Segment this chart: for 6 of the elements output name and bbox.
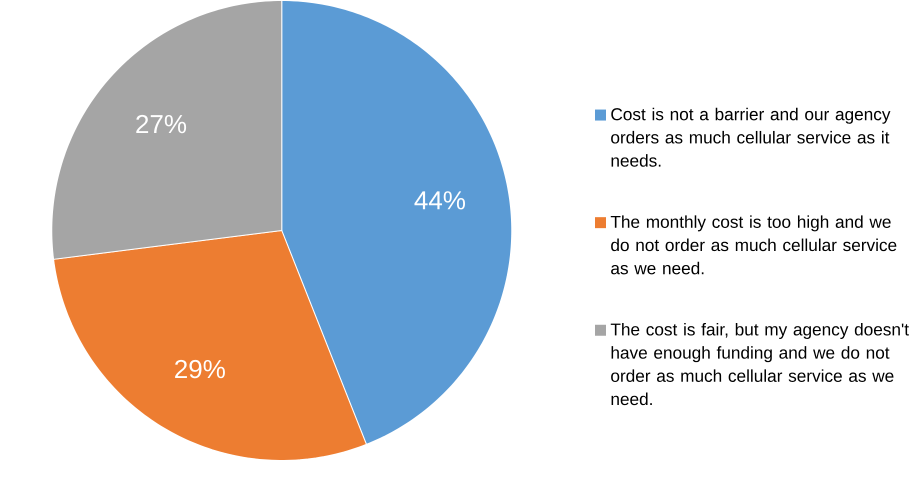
legend-label: The monthly cost is too high and we do not order as much cellular service as we need. bbox=[610, 216, 896, 275]
data-label: 27% bbox=[136, 115, 186, 134]
legend-label: Cost is not a barrier and our agency orders as much cellular service as it needs. bbox=[611, 108, 890, 167]
data-label: 29% bbox=[175, 360, 225, 378]
data-label: 44% bbox=[414, 191, 466, 210]
legend-label: The cost is fair, but my agency doesn't have enough funding and we do not order as much cellular service as we need. bbox=[610, 323, 909, 406]
